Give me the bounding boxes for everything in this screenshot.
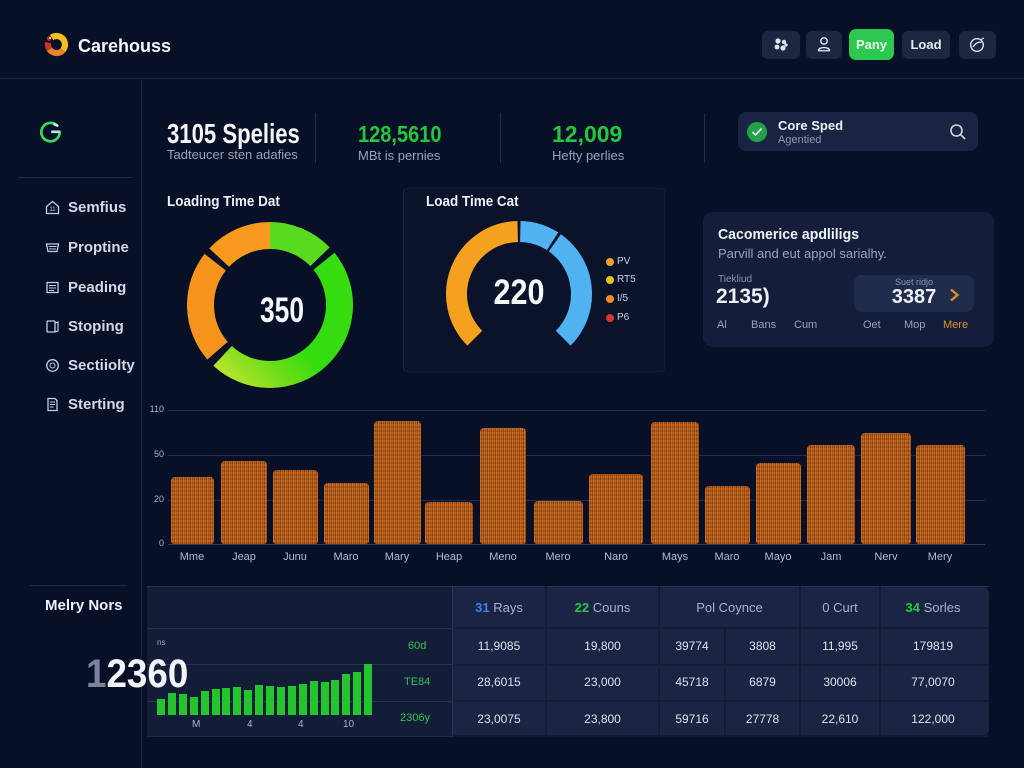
svg-text:220: 220 <box>494 273 545 312</box>
svg-text:11: 11 <box>49 207 56 213</box>
svg-text:350: 350 <box>260 291 304 330</box>
